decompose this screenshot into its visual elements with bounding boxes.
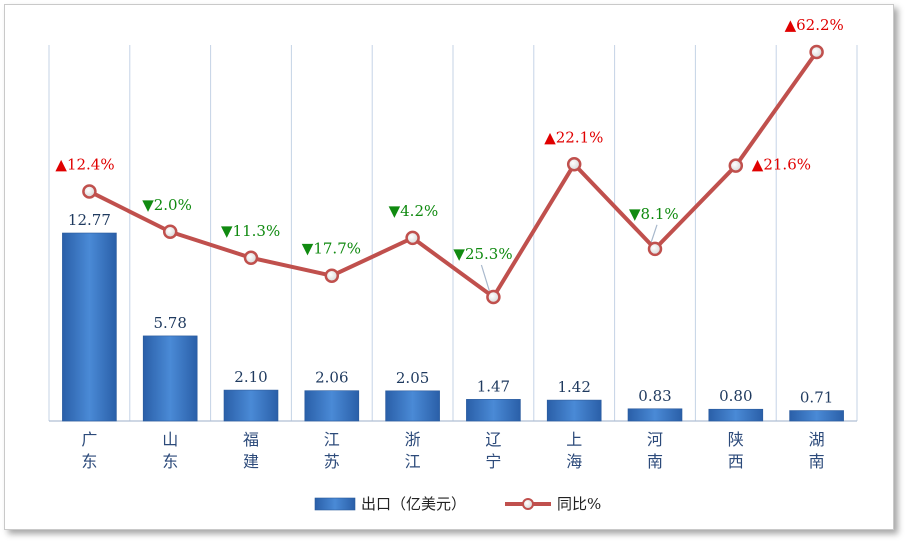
bar-10: [789, 410, 844, 422]
line-point-1: [82, 184, 97, 199]
line-point-2: [162, 224, 178, 240]
down-triangle-icon: ▼: [389, 202, 401, 220]
pct-label-down: ▼25.3%: [453, 245, 512, 263]
line-labels: ▲12.4%▼2.0%▼11.3%▼17.7%▼4.2%▼25.3%▲22.1%…: [55, 16, 843, 263]
category-label: 上: [566, 430, 582, 449]
bar-value-label: 2.06: [315, 369, 348, 387]
category-label: 宁: [485, 452, 501, 471]
bar-4: [304, 390, 360, 422]
bar-value-label: 0.80: [719, 387, 752, 405]
bar-value-label: 1.47: [477, 377, 510, 395]
category-label: 西: [728, 452, 744, 471]
category-label: 辽: [485, 430, 501, 449]
bar-2: [142, 335, 198, 422]
down-triangle-icon: ▼: [629, 205, 641, 223]
pct-label-up: ▲62.2%: [785, 16, 844, 34]
pct-value: 25.3%: [465, 245, 513, 263]
bar-8: [627, 408, 683, 422]
category-label: 广: [81, 430, 97, 449]
pct-value: 11.3%: [233, 222, 281, 240]
line-series: [82, 44, 824, 305]
bar-6: [466, 399, 521, 422]
chart-frame: 12.77 5.78 2.10 2.06 2.05 1.47 1.42 0.83 0.80 0.7…: [4, 4, 894, 530]
legend: 出口（亿美元） 同比%: [314, 495, 601, 513]
bar-7: [546, 399, 602, 422]
bar-9: [708, 408, 764, 422]
category-label: 江: [405, 452, 421, 471]
up-triangle-icon: ▲: [55, 155, 67, 173]
category-label: 海: [566, 452, 582, 471]
legend-bar-label: 出口（亿美元）: [361, 495, 466, 513]
pct-label-down: ▼17.7%: [302, 240, 361, 258]
category-label: 南: [647, 452, 663, 471]
pct-label-up: ▲21.6%: [752, 156, 811, 174]
down-triangle-icon: ▼: [221, 222, 233, 240]
pct-value: 21.6%: [763, 156, 811, 174]
category-label: 浙: [405, 430, 421, 449]
category-label: 陕: [728, 430, 744, 449]
down-triangle-icon: ▼: [453, 245, 465, 263]
category-label: 河: [647, 430, 663, 449]
bar-value-label: 0.71: [800, 389, 833, 407]
bar-series: [62, 232, 844, 422]
pct-value: 12.4%: [67, 155, 115, 173]
category-label: 东: [81, 452, 97, 471]
legend-line-marker: [522, 498, 534, 510]
bar-3: [223, 389, 279, 422]
down-triangle-icon: ▼: [142, 196, 154, 214]
pct-value: 22.1%: [556, 128, 604, 146]
pct-label-up: ▲12.4%: [55, 155, 114, 173]
bar-value-label: 2.10: [234, 368, 267, 386]
leader-lines: [480, 224, 658, 292]
bar-value-label: 2.05: [396, 369, 429, 387]
bar-value-label: 0.83: [638, 387, 671, 405]
category-label: 苏: [324, 452, 340, 471]
category-label: 山: [162, 430, 178, 449]
category-label: 建: [243, 452, 259, 471]
line-point-9: [728, 158, 744, 173]
category-label: 福: [243, 430, 259, 449]
leader-line: [650, 224, 658, 244]
leader-line: [480, 264, 490, 292]
line-point-4: [324, 268, 340, 283]
line-path: [88, 50, 819, 299]
line-point-3: [243, 250, 259, 266]
pct-label-down: ▼11.3%: [221, 222, 280, 240]
bar-1: [62, 232, 117, 422]
line-point-8: [647, 241, 663, 257]
pct-value: 8.1%: [641, 205, 679, 223]
category-label: 江: [324, 430, 340, 449]
legend-line-label: 同比%: [557, 495, 601, 513]
line-point-5: [405, 230, 420, 246]
up-triangle-icon: ▲: [785, 16, 797, 34]
pct-label-down: ▼8.1%: [629, 205, 679, 223]
category-label: 东: [162, 452, 178, 471]
down-triangle-icon: ▼: [302, 240, 314, 258]
pct-value: 17.7%: [313, 240, 361, 258]
bar-value-label: 12.77: [68, 211, 111, 229]
bar-labels: 12.77 5.78 2.10 2.06 2.05 1.47 1.42 0.83 0.80 0.7…: [68, 211, 833, 407]
pct-value: 62.2%: [796, 16, 844, 34]
pct-label-up: ▲22.1%: [544, 128, 603, 146]
pct-label-down: ▼2.0%: [142, 196, 192, 214]
line-point-10: [809, 44, 824, 60]
bar-value-label: 5.78: [153, 314, 186, 332]
pct-value: 4.2%: [400, 202, 438, 220]
pct-value: 2.0%: [154, 196, 192, 214]
up-triangle-icon: ▲: [752, 156, 764, 174]
combo-chart: 12.77 5.78 2.10 2.06 2.05 1.47 1.42 0.83 0.80 0.7…: [48, 16, 858, 513]
bar-value-label: 1.42: [557, 378, 590, 396]
bar-5: [385, 390, 440, 422]
line-point-6: [486, 289, 501, 305]
category-label: 南: [809, 452, 825, 471]
line-point-7: [566, 157, 582, 172]
category-label: 湖: [809, 430, 825, 449]
pct-label-down: ▼4.2%: [389, 202, 439, 220]
legend-bar-swatch: [314, 497, 356, 511]
up-triangle-icon: ▲: [544, 128, 556, 146]
